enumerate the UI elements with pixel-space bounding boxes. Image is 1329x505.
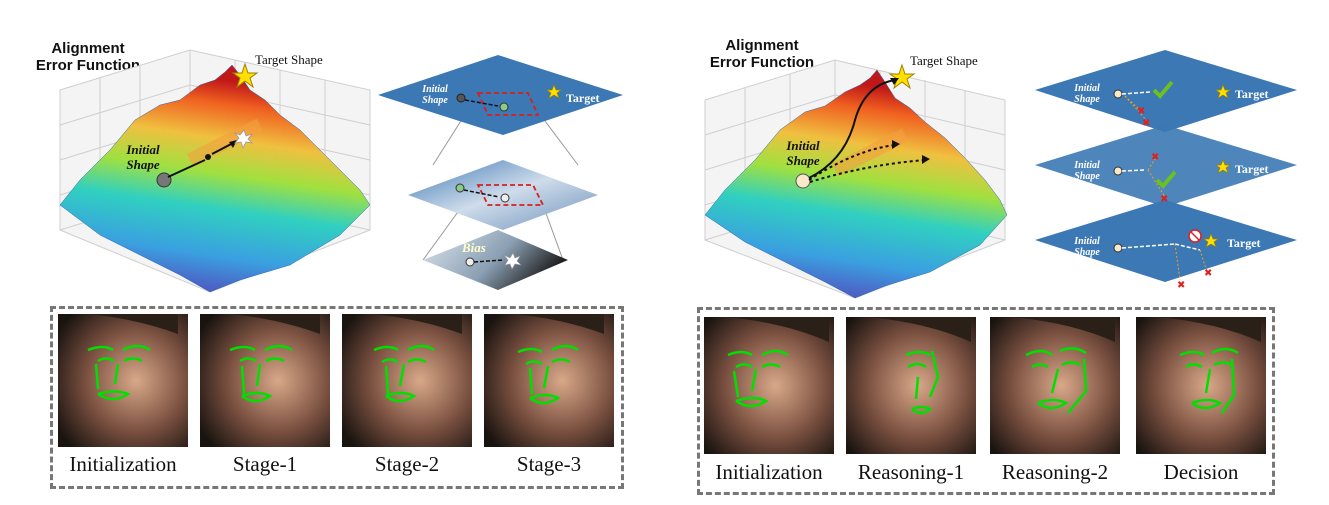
right-title: Alignment Error Function: [702, 37, 822, 71]
right-plane-stack: ✖ ✖ ✖ ✖ ✖ ✖: [1035, 50, 1297, 291]
right-title-line2: Error Function: [709, 54, 815, 71]
right-caption-reasoning-2: Reasoning-2: [1001, 460, 1109, 484]
left-bias-burst-icon: [503, 252, 522, 270]
left-plane-initial-line2: Shape: [422, 95, 448, 106]
left-burst-icon: [233, 129, 254, 150]
right-face-2: [846, 317, 976, 454]
right-plane1-initial-label: Initial Shape: [1065, 83, 1109, 105]
right-face-1: [704, 317, 834, 454]
left-caption-initialization: Initialization: [69, 452, 177, 476]
right-cross-icon-2b: ✖: [1160, 194, 1168, 205]
left-face-2: [200, 314, 330, 447]
right-check-icon-2: [1155, 170, 1177, 189]
right-plane1-target-label: Target: [1235, 87, 1269, 101]
left-initial-line1: Initial: [126, 142, 160, 157]
left-face-4: [484, 314, 614, 447]
right-plane-2: [1035, 125, 1297, 207]
right-cross-icon-2a: ✖: [1151, 152, 1159, 163]
left-initial-line2: Shape: [126, 157, 160, 172]
left-face-3: [342, 314, 472, 447]
left-target-star-icon: [231, 62, 259, 89]
left-plane-initial-label: Initial Shape: [415, 84, 455, 106]
right-target-star-icon: [888, 63, 916, 90]
left-initial-point: [156, 172, 172, 188]
left-title: Alignment Error Function: [28, 40, 148, 74]
left-faces-box: [50, 306, 624, 489]
right-surface-mesh: [704, 69, 1008, 299]
right-plane-star-1-icon: [1214, 84, 1232, 99]
right-plane2-initial-line1: Initial: [1074, 160, 1100, 171]
right-plane2-target-label: Target: [1235, 162, 1269, 176]
right-caption-reasoning-1: Reasoning-1: [857, 460, 965, 484]
right-cross-icon-1b: ✖: [1142, 118, 1150, 129]
left-face-1: [58, 314, 188, 447]
right-plane3-target-label: Target: [1227, 236, 1261, 250]
left-surface-mesh: [59, 64, 371, 293]
right-faces-box: [697, 307, 1275, 495]
left-plane-stack: [378, 55, 623, 290]
right-initial-line2: Shape: [786, 153, 820, 168]
right-plane3-initial-line2: Shape: [1074, 247, 1100, 258]
left-plane-top: [378, 55, 623, 135]
left-target-shape-label: Target Shape: [255, 52, 323, 67]
left-title-line1: Alignment: [51, 40, 125, 57]
right-plane2-initial-label: Initial Shape: [1065, 160, 1109, 182]
right-plane3-initial-label: Initial Shape: [1065, 236, 1109, 258]
left-initial-shape-label: Initial Shape: [118, 142, 168, 172]
right-initial-line1: Initial: [786, 138, 820, 153]
right-plane-star-3-icon: [1202, 233, 1220, 248]
right-target-shape-label: Target Shape: [910, 53, 978, 68]
right-plane3-initial-line1: Initial: [1074, 236, 1100, 247]
left-caption-stage-1: Stage-1: [232, 452, 298, 476]
left-error-surface: [59, 49, 371, 293]
left-plane-bias-label: Bias: [462, 240, 486, 255]
right-plane2-initial-line2: Shape: [1074, 171, 1100, 182]
right-cross-icon-1a: ✖: [1137, 106, 1145, 117]
right-plane1-initial-line1: Initial: [1074, 83, 1100, 94]
right-face-3: [990, 317, 1120, 454]
right-plane1-initial-line2: Shape: [1074, 94, 1100, 105]
right-plane-star-2-icon: [1214, 159, 1232, 174]
right-initial-point: [795, 173, 811, 189]
right-plane-3: [1035, 200, 1297, 282]
right-check-icon-1: [1152, 80, 1174, 99]
right-title-line1: Alignment: [725, 37, 799, 54]
right-caption-decision: Decision: [1163, 460, 1239, 484]
left-caption-stage-2: Stage-2: [374, 452, 440, 476]
right-face-4: [1136, 317, 1266, 454]
right-cross-icon-3a: ✖: [1177, 280, 1185, 291]
right-error-surface: [704, 59, 1008, 299]
left-plane-star-icon: [545, 84, 563, 99]
right-initial-shape-label: Initial Shape: [778, 138, 828, 168]
left-title-line2: Error Function: [35, 57, 141, 74]
left-plane-target-label: Target: [566, 91, 600, 105]
left-plane-initial-line1: Initial: [422, 84, 448, 95]
left-caption-stage-3: Stage-3: [516, 452, 582, 476]
right-caption-initialization: Initialization: [715, 460, 823, 484]
right-cross-icon-3b: ✖: [1204, 268, 1212, 279]
